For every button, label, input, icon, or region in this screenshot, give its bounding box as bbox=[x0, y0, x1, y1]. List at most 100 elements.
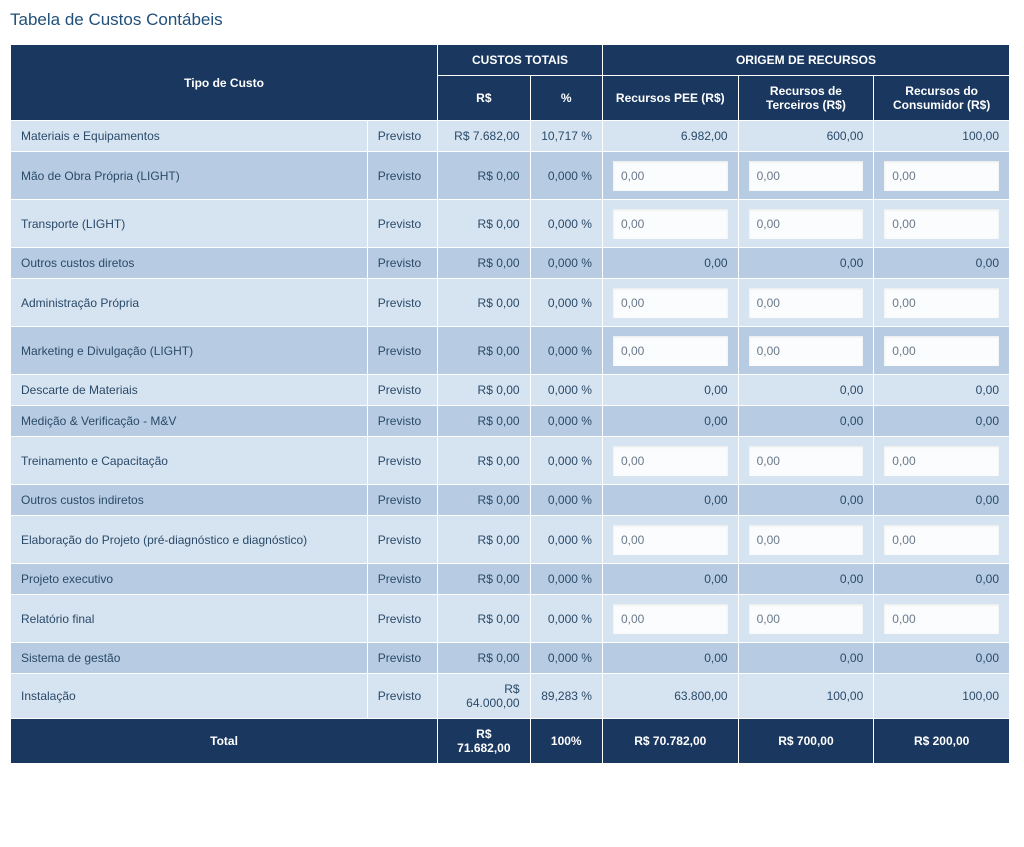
resource-con bbox=[874, 152, 1010, 200]
resource-pee bbox=[602, 327, 738, 375]
resource-con-input[interactable] bbox=[884, 336, 999, 366]
table-row: Medição & Verificação - M&VPrevistoR$ 0,… bbox=[11, 406, 1010, 437]
resource-con bbox=[874, 437, 1010, 485]
total-ter: R$ 700,00 bbox=[738, 719, 874, 764]
resource-pee: 0,00 bbox=[602, 564, 738, 595]
page-title: Tabela de Custos Contábeis bbox=[10, 10, 1014, 30]
cost-name: Outros custos diretos bbox=[11, 248, 368, 279]
cost-name: Administração Própria bbox=[11, 279, 368, 327]
table-row: InstalaçãoPrevistoR$ 64.000,0089,283 %63… bbox=[11, 674, 1010, 719]
cost-name: Descarte de Materiais bbox=[11, 375, 368, 406]
resource-ter bbox=[738, 516, 874, 564]
resource-con: 0,00 bbox=[874, 406, 1010, 437]
table-row: Projeto executivoPrevistoR$ 0,000,000 %0… bbox=[11, 564, 1010, 595]
resource-ter: 0,00 bbox=[738, 375, 874, 406]
resource-con bbox=[874, 327, 1010, 375]
cost-status: Previsto bbox=[367, 437, 437, 485]
cost-status: Previsto bbox=[367, 279, 437, 327]
resource-pee bbox=[602, 279, 738, 327]
table-row: Outros custos diretosPrevistoR$ 0,000,00… bbox=[11, 248, 1010, 279]
resource-ter-input[interactable] bbox=[749, 288, 864, 318]
resource-ter-input[interactable] bbox=[749, 209, 864, 239]
total-pee: R$ 70.782,00 bbox=[602, 719, 738, 764]
cost-rs: R$ 0,00 bbox=[438, 595, 530, 643]
resource-pee bbox=[602, 595, 738, 643]
header-rs: R$ bbox=[438, 76, 530, 121]
resource-con-input[interactable] bbox=[884, 209, 999, 239]
cost-name: Relatório final bbox=[11, 595, 368, 643]
table-row: Transporte (LIGHT)PrevistoR$ 0,000,000 % bbox=[11, 200, 1010, 248]
cost-rs: R$ 0,00 bbox=[438, 279, 530, 327]
resource-ter bbox=[738, 152, 874, 200]
resource-ter-input[interactable] bbox=[749, 336, 864, 366]
cost-status: Previsto bbox=[367, 516, 437, 564]
cost-status: Previsto bbox=[367, 406, 437, 437]
resource-ter bbox=[738, 279, 874, 327]
resource-pee-input[interactable] bbox=[613, 288, 728, 318]
cost-name: Materiais e Equipamentos bbox=[11, 121, 368, 152]
resource-ter: 100,00 bbox=[738, 674, 874, 719]
resource-pee-input[interactable] bbox=[613, 209, 728, 239]
table-row: Descarte de MateriaisPrevistoR$ 0,000,00… bbox=[11, 375, 1010, 406]
header-rec-pee: Recursos PEE (R$) bbox=[602, 76, 738, 121]
table-row: Treinamento e CapacitaçãoPrevistoR$ 0,00… bbox=[11, 437, 1010, 485]
cost-name: Elaboração do Projeto (pré-diagnóstico e… bbox=[11, 516, 368, 564]
resource-con bbox=[874, 200, 1010, 248]
cost-name: Sistema de gestão bbox=[11, 643, 368, 674]
table-row: Administração PrópriaPrevistoR$ 0,000,00… bbox=[11, 279, 1010, 327]
cost-pct: 0,000 % bbox=[530, 643, 602, 674]
resource-con: 0,00 bbox=[874, 375, 1010, 406]
resource-pee-input[interactable] bbox=[613, 525, 728, 555]
resource-pee: 0,00 bbox=[602, 485, 738, 516]
header-tipo: Tipo de Custo bbox=[11, 45, 438, 121]
header-rec-consumidor: Recursos do Consumidor (R$) bbox=[874, 76, 1010, 121]
cost-rs: R$ 0,00 bbox=[438, 327, 530, 375]
resource-ter-input[interactable] bbox=[749, 446, 864, 476]
resource-pee-input[interactable] bbox=[613, 446, 728, 476]
resource-pee bbox=[602, 516, 738, 564]
cost-name: Instalação bbox=[11, 674, 368, 719]
cost-rs: R$ 0,00 bbox=[438, 248, 530, 279]
cost-status: Previsto bbox=[367, 375, 437, 406]
total-pct: 100% bbox=[530, 719, 602, 764]
table-row: Mão de Obra Própria (LIGHT)PrevistoR$ 0,… bbox=[11, 152, 1010, 200]
resource-pee: 0,00 bbox=[602, 248, 738, 279]
table-row: Relatório finalPrevistoR$ 0,000,000 % bbox=[11, 595, 1010, 643]
cost-name: Outros custos indiretos bbox=[11, 485, 368, 516]
cost-pct: 89,283 % bbox=[530, 674, 602, 719]
cost-rs: R$ 7.682,00 bbox=[438, 121, 530, 152]
resource-pee-input[interactable] bbox=[613, 161, 728, 191]
resource-pee-input[interactable] bbox=[613, 336, 728, 366]
cost-status: Previsto bbox=[367, 327, 437, 375]
resource-con bbox=[874, 279, 1010, 327]
resource-con-input[interactable] bbox=[884, 525, 999, 555]
cost-status: Previsto bbox=[367, 674, 437, 719]
cost-status: Previsto bbox=[367, 643, 437, 674]
cost-name: Medição & Verificação - M&V bbox=[11, 406, 368, 437]
cost-pct: 0,000 % bbox=[530, 248, 602, 279]
resource-ter-input[interactable] bbox=[749, 161, 864, 191]
resource-pee: 0,00 bbox=[602, 406, 738, 437]
cost-rs: R$ 0,00 bbox=[438, 200, 530, 248]
cost-name: Transporte (LIGHT) bbox=[11, 200, 368, 248]
total-con: R$ 200,00 bbox=[874, 719, 1010, 764]
resource-con-input[interactable] bbox=[884, 161, 999, 191]
resource-pee bbox=[602, 437, 738, 485]
resource-con-input[interactable] bbox=[884, 446, 999, 476]
cost-rs: R$ 0,00 bbox=[438, 437, 530, 485]
resource-ter-input[interactable] bbox=[749, 525, 864, 555]
resource-ter-input[interactable] bbox=[749, 604, 864, 634]
cost-pct: 0,000 % bbox=[530, 564, 602, 595]
cost-rs: R$ 0,00 bbox=[438, 516, 530, 564]
resource-con bbox=[874, 516, 1010, 564]
table-row: Elaboração do Projeto (pré-diagnóstico e… bbox=[11, 516, 1010, 564]
cost-status: Previsto bbox=[367, 121, 437, 152]
cost-pct: 0,000 % bbox=[530, 516, 602, 564]
resource-con-input[interactable] bbox=[884, 604, 999, 634]
header-pct: % bbox=[530, 76, 602, 121]
resource-con-input[interactable] bbox=[884, 288, 999, 318]
cost-name: Mão de Obra Própria (LIGHT) bbox=[11, 152, 368, 200]
cost-status: Previsto bbox=[367, 200, 437, 248]
cost-rs: R$ 0,00 bbox=[438, 643, 530, 674]
resource-pee-input[interactable] bbox=[613, 604, 728, 634]
